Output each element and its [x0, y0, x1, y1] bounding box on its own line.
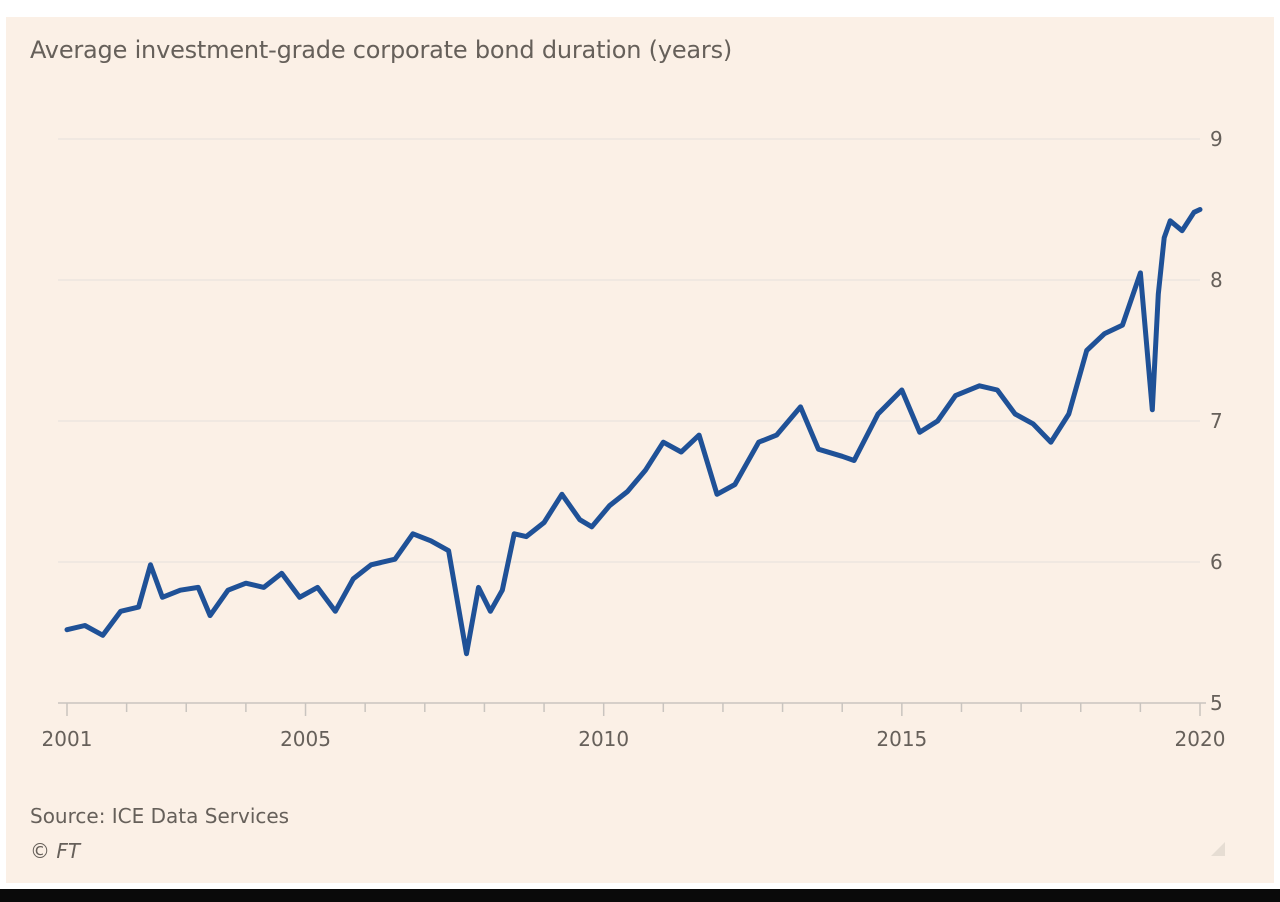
- x-axis: [58, 702, 1206, 716]
- x-tick-label-2015: 2015: [876, 727, 927, 751]
- chart-title: Average investment-grade corporate bond …: [30, 36, 733, 64]
- x-tick-label-2005: 2005: [280, 727, 331, 751]
- x-tick-label-2001: 2001: [42, 727, 93, 751]
- y-axis: 5 6 7 8 9: [1210, 127, 1223, 715]
- x-axis-labels: 2001 2005 2010 2015 2020: [42, 727, 1226, 751]
- source-note: Source: ICE Data Services: [30, 804, 290, 828]
- series-group: [64, 207, 1203, 657]
- line-chart: 5 6 7 8 9 2001 2005 2010 2015 2020: [42, 127, 1226, 751]
- resize-grip-icon: [1211, 842, 1225, 856]
- x-tick-label-2020: 2020: [1175, 727, 1226, 751]
- y-tick-label-6: 6: [1210, 550, 1223, 574]
- y-tick-label-8: 8: [1210, 268, 1223, 292]
- y-tick-label-7: 7: [1210, 409, 1223, 433]
- chart-panel: Average investment-grade corporate bond …: [6, 17, 1274, 883]
- copyright-note: © FT: [30, 839, 81, 863]
- series-line-0: [64, 207, 1203, 657]
- y-tick-label-5: 5: [1210, 691, 1223, 715]
- y-tick-label-9: 9: [1210, 127, 1223, 151]
- x-tick-label-2010: 2010: [578, 727, 629, 751]
- gridlines: [58, 138, 1200, 563]
- bottom-strip: [0, 889, 1280, 902]
